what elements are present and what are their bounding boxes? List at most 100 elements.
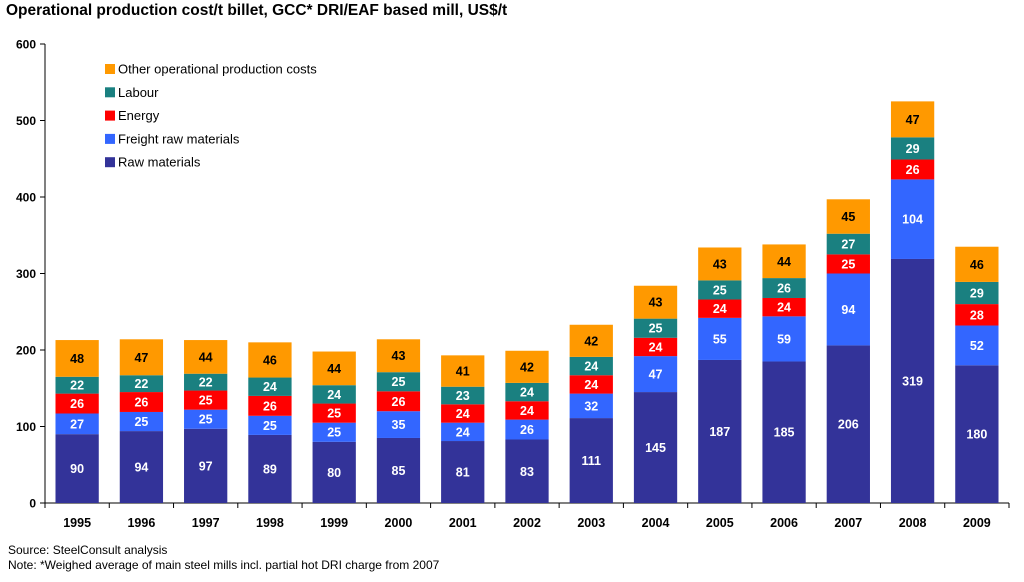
bar-segment xyxy=(184,409,228,429)
legend-swatch xyxy=(105,64,115,74)
data-label: 81 xyxy=(456,466,470,480)
bar-segment xyxy=(633,285,678,319)
data-label: 41 xyxy=(456,365,470,379)
data-label: 89 xyxy=(263,462,277,476)
data-label: 43 xyxy=(392,349,406,363)
bar-segment xyxy=(633,356,678,393)
source-note: Source: SteelConsult analysis xyxy=(8,543,168,557)
data-label: 59 xyxy=(777,332,791,346)
bar-segment xyxy=(569,418,613,503)
data-label: 29 xyxy=(906,142,920,156)
data-label: 42 xyxy=(520,360,534,374)
bar-segment xyxy=(505,382,549,402)
x-tick-label: 1998 xyxy=(256,516,284,530)
bar-segment xyxy=(55,340,99,377)
legend-entry: Raw materials xyxy=(118,155,201,170)
x-tick-label: 2001 xyxy=(449,516,477,530)
data-label: 185 xyxy=(774,426,795,440)
x-tick-label: 1996 xyxy=(127,516,155,530)
bar-segment xyxy=(119,411,164,432)
data-label: 25 xyxy=(263,419,277,433)
bar-segment xyxy=(890,101,935,138)
bar-segment xyxy=(955,304,999,326)
data-label: 85 xyxy=(392,464,406,478)
data-label: 24 xyxy=(520,386,534,400)
bar-segment xyxy=(119,375,164,393)
data-label: 25 xyxy=(713,283,727,297)
x-tick-label: 2005 xyxy=(706,516,734,530)
data-label: 32 xyxy=(584,399,598,413)
y-tick-label: 600 xyxy=(16,38,36,52)
bar-segment xyxy=(441,441,485,503)
data-label: 187 xyxy=(709,425,730,439)
data-label: 24 xyxy=(584,378,598,392)
data-label: 25 xyxy=(199,413,213,427)
bar-segment xyxy=(762,297,806,317)
data-label: 26 xyxy=(392,395,406,409)
data-label: 25 xyxy=(392,375,406,389)
bar-segment xyxy=(569,324,613,357)
data-label: 111 xyxy=(582,454,602,468)
data-label: 22 xyxy=(199,376,213,390)
bar-segment xyxy=(184,373,228,391)
bar-segment xyxy=(376,391,421,412)
bar-segment xyxy=(505,350,549,383)
bar-segment xyxy=(762,361,806,503)
bar-segment xyxy=(376,339,421,373)
data-label: 22 xyxy=(70,379,84,393)
legend-entry: Freight raw materials xyxy=(118,131,240,146)
bar-segment xyxy=(762,244,806,279)
data-label: 24 xyxy=(456,425,470,439)
data-label: 46 xyxy=(970,258,984,272)
data-label: 25 xyxy=(199,394,213,408)
x-tick-label: 2009 xyxy=(963,516,991,530)
data-label: 44 xyxy=(777,255,791,269)
data-label: 28 xyxy=(970,308,984,322)
y-tick-label: 0 xyxy=(29,497,36,511)
bar-segment xyxy=(441,422,485,442)
legend-swatch xyxy=(105,110,115,121)
y-tick-label: 200 xyxy=(16,344,36,358)
data-label: 83 xyxy=(520,465,534,479)
data-label: 26 xyxy=(520,423,534,437)
legend-entry: Energy xyxy=(118,108,160,123)
bar-segment xyxy=(890,159,935,180)
bar-segment xyxy=(55,393,99,414)
data-label: 45 xyxy=(841,210,855,224)
data-label: 24 xyxy=(584,360,598,374)
bar-segment xyxy=(569,375,613,394)
data-label: 26 xyxy=(777,282,791,296)
bar-segment xyxy=(569,393,613,419)
data-label: 24 xyxy=(777,301,791,315)
bar-segment xyxy=(441,355,485,387)
bar-segment xyxy=(762,278,806,298)
bar-segment xyxy=(826,273,870,346)
bar-segment xyxy=(441,386,485,405)
bar-segment xyxy=(248,415,292,435)
bar-segment xyxy=(441,404,485,423)
data-label: 25 xyxy=(841,257,855,271)
data-label: 26 xyxy=(134,396,148,410)
data-label: 47 xyxy=(906,113,920,127)
y-tick-label: 500 xyxy=(16,114,36,128)
bar-segment xyxy=(698,299,742,318)
x-tick-label: 2007 xyxy=(834,516,862,530)
x-tick-label: 2004 xyxy=(642,516,670,530)
data-label: 35 xyxy=(392,418,406,432)
bar-segment xyxy=(312,351,356,386)
data-label: 26 xyxy=(906,163,920,177)
legend-swatch xyxy=(105,157,115,168)
data-label: 24 xyxy=(327,388,341,402)
bar-segment xyxy=(184,340,228,374)
data-label: 44 xyxy=(199,350,213,364)
data-label: 46 xyxy=(263,353,277,367)
data-label: 97 xyxy=(199,459,213,473)
bar-segment xyxy=(698,359,742,503)
data-label: 94 xyxy=(841,303,855,317)
bar-segment xyxy=(633,337,678,357)
x-tick-label: 2002 xyxy=(513,516,541,530)
bar-segment xyxy=(119,339,164,376)
data-label: 24 xyxy=(649,340,663,354)
data-label: 52 xyxy=(970,339,984,353)
